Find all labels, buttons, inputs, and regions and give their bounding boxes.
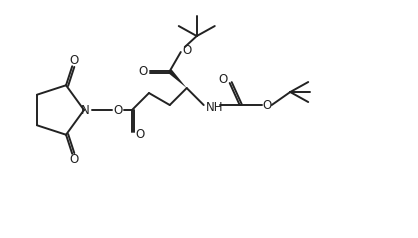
- Text: O: O: [218, 73, 227, 85]
- Polygon shape: [168, 69, 187, 88]
- Text: O: O: [262, 99, 271, 112]
- Text: O: O: [69, 54, 79, 67]
- Text: N: N: [81, 104, 89, 116]
- Text: O: O: [135, 129, 145, 142]
- Text: O: O: [138, 64, 148, 78]
- Text: NH: NH: [206, 100, 223, 114]
- Text: O: O: [182, 44, 191, 57]
- Text: O: O: [69, 153, 79, 166]
- Text: O: O: [113, 104, 122, 116]
